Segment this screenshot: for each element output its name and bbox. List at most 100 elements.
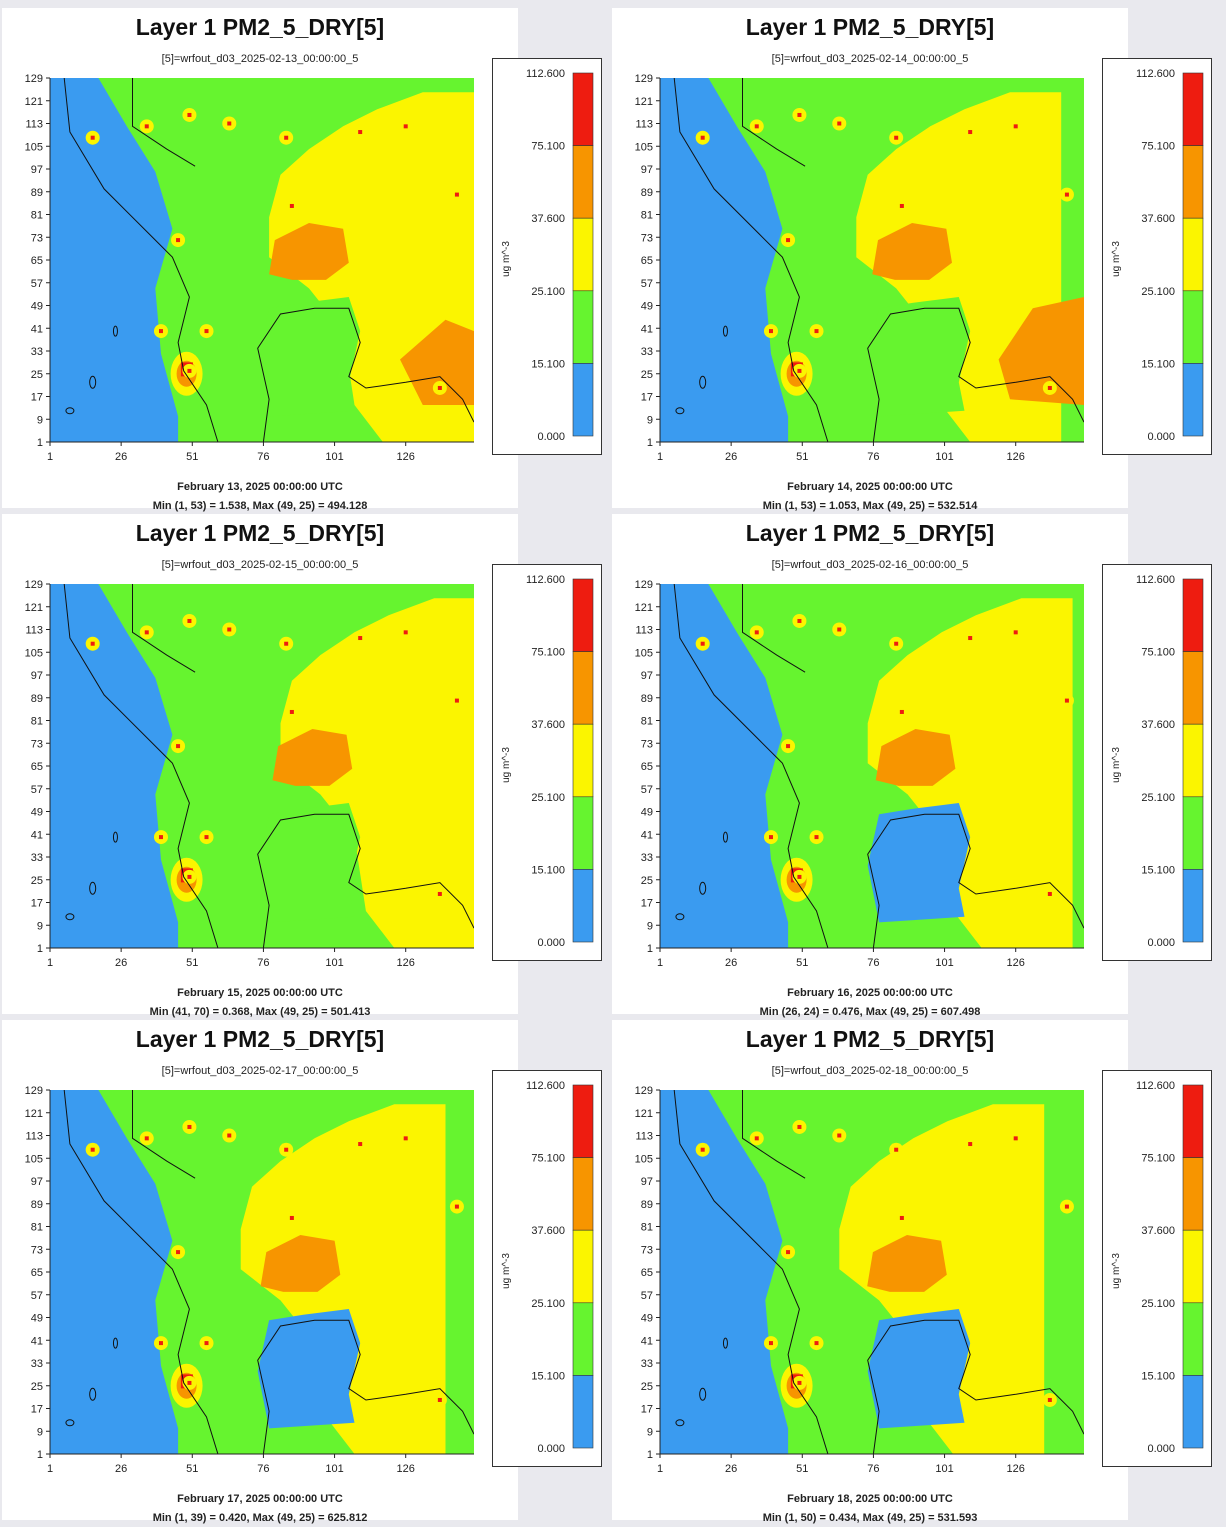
local-peak: [454, 192, 459, 197]
y-tick-label: 33: [641, 852, 653, 864]
y-tick-label: 89: [641, 1199, 653, 1211]
local-peak: [144, 630, 149, 635]
y-tick-label: 129: [635, 579, 653, 591]
y-tick-label: 113: [635, 119, 653, 131]
y-tick-label: 1: [647, 943, 653, 955]
legend-break-label: 75.100: [1141, 141, 1175, 153]
y-tick-label: 73: [31, 1244, 43, 1256]
local-peak: [837, 121, 842, 126]
local-peak: [1013, 1136, 1018, 1141]
legend-break-label: 37.600: [1141, 1225, 1175, 1237]
y-tick-label: 113: [25, 625, 43, 637]
x-tick-label: 101: [325, 451, 343, 463]
local-peak: [437, 385, 442, 390]
y-tick-label: 25: [31, 1381, 43, 1393]
legend-break-label: 37.600: [531, 719, 565, 731]
legend-swatch: [572, 651, 594, 725]
legend-break-label: 25.100: [531, 286, 565, 298]
color-legend: 112.600 75.100 37.600 25.100 15.100 0.000 ug m…: [1102, 564, 1212, 961]
chart-title: Layer 1 PM2_5_DRY[5]: [135, 1026, 385, 1052]
local-peak: [187, 368, 192, 373]
y-tick-label: 65: [641, 255, 653, 267]
y-tick-label: 1: [37, 943, 43, 955]
chart-title: Layer 1 PM2_5_DRY[5]: [135, 520, 385, 546]
legend-unit: ug m^-3: [1111, 241, 1122, 277]
y-tick-label: 57: [31, 1290, 43, 1302]
y-tick-label: 57: [641, 784, 653, 796]
y-tick-label: 97: [31, 164, 43, 176]
x-tick-label: 26: [725, 957, 737, 969]
x-tick-label: 26: [725, 451, 737, 463]
local-peak: [797, 618, 802, 623]
chart-minmax: Min (1, 53) = 1.538, Max (49, 25) = 494.…: [152, 500, 368, 512]
y-tick-label: 81: [31, 210, 43, 222]
local-peak: [158, 329, 163, 334]
y-tick-label: 81: [31, 1222, 43, 1234]
map-panel: Layer 1 PM2_5_DRY[5] [5]=wrfout_d03_2025-…: [612, 1020, 1212, 1524]
local-peak: [454, 698, 459, 703]
chart-minmax: Min (1, 39) = 0.420, Max (49, 25) = 625.…: [152, 1512, 368, 1524]
legend-break-label: 25.100: [1141, 792, 1175, 804]
legend-break-label: 37.600: [531, 213, 565, 225]
y-tick-label: 17: [641, 898, 653, 910]
legend-break-label: 75.100: [1141, 647, 1175, 659]
y-tick-label: 89: [31, 693, 43, 705]
legend-swatch: [1182, 796, 1204, 870]
legend-break-label: 25.100: [1141, 1298, 1175, 1310]
x-tick-label: 76: [257, 1463, 269, 1475]
local-peak: [454, 1204, 459, 1209]
y-tick-label: 129: [25, 579, 43, 591]
local-peak: [176, 744, 181, 749]
yellow-zone: [240, 1104, 446, 1454]
local-peak: [797, 368, 802, 373]
boundary-line: [257, 1319, 474, 1454]
x-tick-label: 126: [397, 957, 415, 969]
coastline: [673, 78, 829, 442]
y-tick-label: 33: [641, 346, 653, 358]
legend-swatch: [1182, 1229, 1204, 1304]
sea-zone: [660, 1090, 789, 1454]
y-tick-label: 9: [647, 920, 653, 932]
legend-break-label: 37.600: [531, 1225, 565, 1237]
local-peak: [1064, 698, 1069, 703]
y-tick-label: 113: [635, 625, 653, 637]
local-peak: [899, 1215, 904, 1220]
legend-bar: 112.600 75.100 37.600 25.100 15.100 0.000 ug m…: [501, 574, 594, 949]
y-tick-label: 9: [647, 1426, 653, 1438]
local-peak: [187, 1380, 192, 1385]
x-tick-label: 51: [796, 451, 808, 463]
orange-zone: [867, 1235, 947, 1292]
color-legend: 112.600 75.100 37.600 25.100 15.100 0.000 ug m…: [1102, 58, 1212, 455]
local-peak: [284, 641, 289, 646]
field-layer: [660, 78, 1084, 442]
legend-break-label: 37.600: [1141, 719, 1175, 731]
island: [89, 881, 97, 895]
chart-minmax: Min (26, 24) = 0.476, Max (49, 25) = 607…: [759, 1006, 981, 1018]
y-tick-label: 73: [641, 232, 653, 244]
local-peak: [786, 744, 791, 749]
local-peak: [1047, 385, 1052, 390]
local-peak: [768, 1341, 773, 1346]
local-peak: [754, 630, 759, 635]
y-tick-label: 25: [641, 875, 653, 887]
local-peak: [968, 1142, 973, 1147]
legend-break-label: 112.600: [526, 574, 565, 586]
basin-zone: [257, 297, 361, 417]
y-tick-label: 25: [31, 369, 43, 381]
island: [112, 325, 118, 337]
x-tick-label: 126: [397, 451, 415, 463]
coastline-2: [132, 584, 196, 673]
sea-zone: [50, 1090, 179, 1454]
island: [699, 375, 707, 389]
chart-subtitle: [5]=wrfout_d03_2025-02-13_00:00:00_5: [161, 53, 359, 65]
y-tick-label: 129: [635, 73, 653, 85]
y-tick-label: 9: [37, 414, 43, 426]
basin-zone: [257, 1309, 361, 1429]
y-tick-label: 129: [635, 1085, 653, 1097]
local-peak: [1013, 124, 1018, 129]
map-panel: Layer 1 PM2_5_DRY[5] [5]=wrfout_d03_2025-…: [612, 514, 1212, 1018]
y-tick-label: 121: [25, 1108, 43, 1120]
